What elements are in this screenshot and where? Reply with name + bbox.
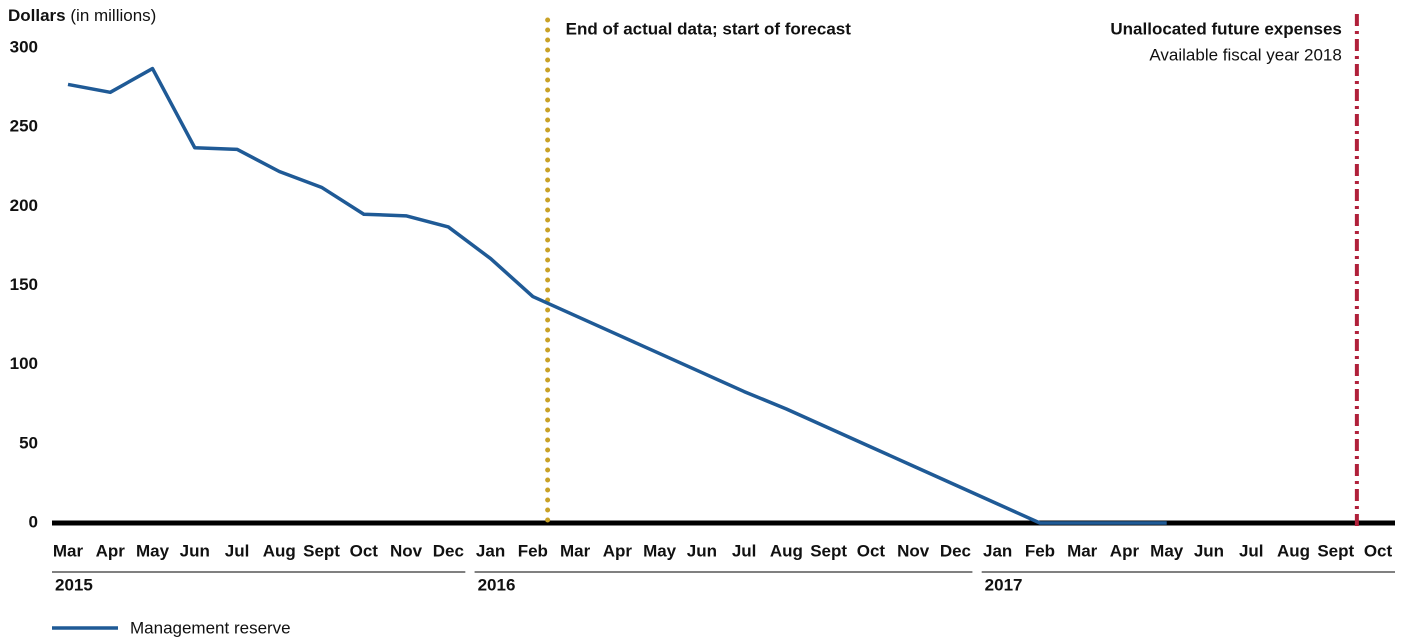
y-tick-label: 0 (29, 512, 38, 531)
year-label: 2015 (55, 575, 93, 594)
series-line (67, 66, 1167, 525)
y-tick-label: 300 (10, 37, 38, 56)
x-tick-label: Jun (1194, 541, 1224, 560)
y-tick-label: 100 (10, 354, 38, 373)
y-tick-label: 50 (19, 433, 38, 452)
x-tick-label: Sept (1317, 541, 1354, 560)
x-tick-label: Jan (476, 541, 505, 560)
x-tick-label: Feb (1025, 541, 1055, 560)
x-tick-label: Sept (303, 541, 340, 560)
x-tick-label: Apr (96, 541, 126, 560)
x-tick-label: Apr (1110, 541, 1140, 560)
x-tick-label: Oct (857, 541, 886, 560)
x-tick-label: Jan (983, 541, 1012, 560)
x-tick-label: Aug (770, 541, 803, 560)
y-tick-label: 250 (10, 117, 38, 136)
x-tick-label: Mar (560, 541, 591, 560)
x-tick-label: Aug (263, 541, 296, 560)
x-tick-label: May (643, 541, 677, 560)
x-tick-label: Mar (53, 541, 84, 560)
x-tick-label: Mar (1067, 541, 1098, 560)
x-tick-label: Jul (225, 541, 250, 560)
x-tick-label: Dec (940, 541, 971, 560)
y-axis-title: Dollars (in millions) (8, 6, 156, 25)
x-tick-label: Oct (350, 541, 379, 560)
x-tick-label: May (136, 541, 170, 560)
x-tick-label: Feb (518, 541, 548, 560)
x-tick-label: Nov (390, 541, 423, 560)
x-tick-label: Oct (1364, 541, 1393, 560)
x-tick-label: Jul (1239, 541, 1264, 560)
x-tick-label: Nov (897, 541, 930, 560)
x-tick-label: Aug (1277, 541, 1310, 560)
y-label-unit: (in millions) (70, 6, 156, 25)
y-label: Dollars (8, 6, 66, 25)
y-tick-label: 150 (10, 275, 38, 294)
y-tick-label: 200 (10, 196, 38, 215)
x-tick-label: Apr (603, 541, 633, 560)
annotation: End of actual data; start of forecast (566, 19, 852, 38)
annotation-sub: Available fiscal year 2018 (1149, 45, 1341, 64)
year-label: 2017 (985, 575, 1023, 594)
annotation: Unallocated future expenses (1110, 19, 1341, 38)
year-label: 2016 (478, 575, 516, 594)
x-tick-label: Dec (433, 541, 464, 560)
legend-label: Management reserve (130, 618, 291, 637)
x-tick-label: Sept (810, 541, 847, 560)
x-tick-label: Jul (732, 541, 757, 560)
x-tick-label: Jun (180, 541, 210, 560)
x-tick-label: Jun (687, 541, 717, 560)
x-tick-label: May (1150, 541, 1184, 560)
